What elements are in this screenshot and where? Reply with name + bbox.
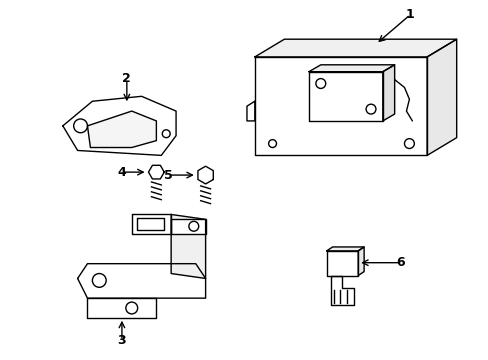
Text: 1: 1 bbox=[405, 8, 414, 21]
Polygon shape bbox=[326, 251, 358, 275]
Polygon shape bbox=[63, 96, 176, 156]
Text: 5: 5 bbox=[163, 168, 172, 181]
Polygon shape bbox=[171, 215, 205, 278]
Polygon shape bbox=[87, 111, 156, 148]
Polygon shape bbox=[171, 219, 205, 234]
Polygon shape bbox=[426, 39, 456, 156]
Polygon shape bbox=[330, 275, 353, 305]
Text: 3: 3 bbox=[118, 334, 126, 347]
Polygon shape bbox=[148, 165, 164, 179]
Polygon shape bbox=[308, 72, 382, 121]
Polygon shape bbox=[254, 39, 456, 57]
Text: 6: 6 bbox=[395, 256, 404, 269]
Polygon shape bbox=[131, 215, 171, 234]
Polygon shape bbox=[308, 65, 394, 72]
Polygon shape bbox=[87, 298, 156, 318]
Polygon shape bbox=[198, 166, 213, 184]
Polygon shape bbox=[326, 247, 364, 251]
Text: 4: 4 bbox=[117, 166, 126, 179]
Polygon shape bbox=[78, 264, 205, 298]
Polygon shape bbox=[382, 65, 394, 121]
Polygon shape bbox=[358, 247, 364, 275]
Polygon shape bbox=[254, 57, 426, 156]
Text: 2: 2 bbox=[122, 72, 131, 85]
